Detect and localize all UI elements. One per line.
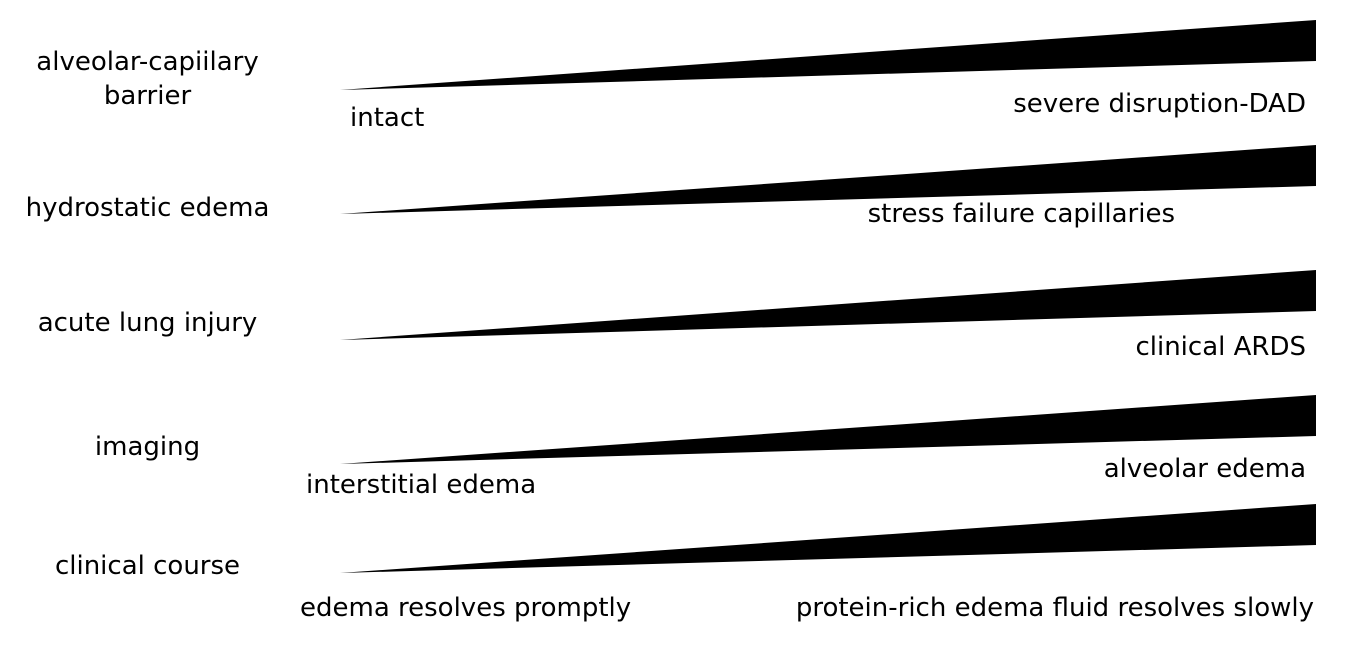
- wedge-imaging: [340, 395, 1316, 464]
- row-label-imaging: imaging: [94, 432, 201, 462]
- right-label-alveolar-edema: alveolar edema: [1103, 454, 1306, 484]
- right-label-protein-rich-edema: protein-rich edema fluid resolves slowly: [795, 593, 1314, 623]
- right-label-stress-failure-capillaries: stress failure capillaries: [867, 199, 1175, 229]
- right-label-clinical-ards: clinical ARDS: [1135, 332, 1306, 362]
- right-label-severe-disruption: severe disruption-DAD: [1013, 89, 1306, 119]
- wedge-hydrostatic-edema: [340, 145, 1316, 214]
- wedge-acute-lung-injury: [340, 270, 1316, 340]
- row-label-clinical-course: clinical course: [54, 551, 241, 581]
- row-label-hydrostatic-edema: hydrostatic edema: [25, 193, 270, 223]
- left-label-edema-resolves-promptly: edema resolves promptly: [300, 593, 632, 623]
- wedge-clinical-course: [340, 504, 1316, 573]
- row-label-acute-lung-injury: acute lung injury: [37, 308, 258, 338]
- left-label-intact: intact: [350, 103, 425, 133]
- row-label-alveolar-capillary-barrier: alveolar-capiilary barrier: [36, 47, 259, 111]
- left-label-interstitial-edema: interstitial edema: [306, 470, 537, 500]
- wedge-alveolar-capillary-barrier: [340, 20, 1316, 90]
